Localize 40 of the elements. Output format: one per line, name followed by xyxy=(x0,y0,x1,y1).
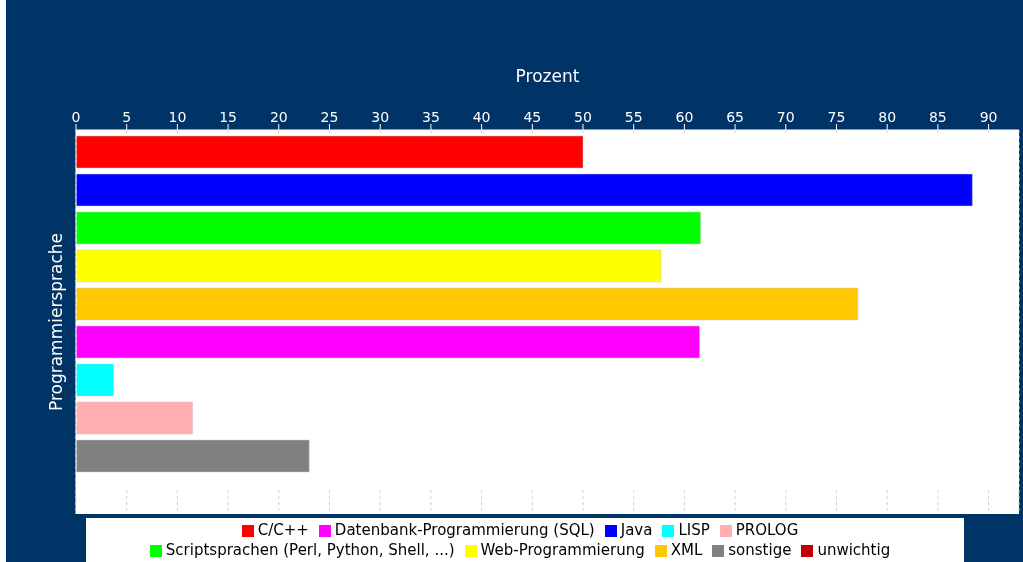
x-tick-label: 70 xyxy=(776,109,795,125)
bar xyxy=(76,287,859,321)
legend-label: PROLOG xyxy=(735,521,799,539)
legend-label: Java xyxy=(620,521,653,539)
legend-label: Datenbank-Programmierung (SQL) xyxy=(334,521,595,539)
x-tick-label: 35 xyxy=(421,109,440,125)
x-tick-label: 15 xyxy=(219,109,238,125)
x-tick-label: 20 xyxy=(269,109,288,125)
x-tick-label: 40 xyxy=(472,109,491,125)
x-tick-label: 85 xyxy=(928,109,947,125)
bar xyxy=(76,439,310,473)
legend-label: Scriptsprachen (Perl, Python, Shell, ...) xyxy=(165,541,455,559)
x-tick-label: 25 xyxy=(320,109,339,125)
bar xyxy=(76,173,973,207)
x-tick-label: 0 xyxy=(71,109,81,125)
x-tick-label: 30 xyxy=(371,109,390,125)
bar xyxy=(76,363,114,397)
x-tick-label: 60 xyxy=(675,109,694,125)
x-tick-label: 10 xyxy=(168,109,187,125)
legend-label: Web-Programmierung xyxy=(480,541,645,559)
legend-label: unwichtig xyxy=(817,541,891,559)
legend-label: LISP xyxy=(678,521,710,539)
bar xyxy=(76,249,662,283)
legend-label: XML xyxy=(670,541,703,559)
legend-label: sonstige xyxy=(728,541,792,559)
bar xyxy=(76,325,700,359)
y-axis-title: Programmiersprache xyxy=(46,232,67,412)
x-tick-label: 80 xyxy=(878,109,897,125)
x-tick-label: 90 xyxy=(979,109,998,125)
bar xyxy=(76,135,584,169)
bar xyxy=(76,211,701,245)
x-tick-label: 50 xyxy=(574,109,592,125)
x-tick-label: 5 xyxy=(122,109,132,125)
x-tick-label: 65 xyxy=(726,109,744,125)
x-axis-title: Prozent xyxy=(515,66,580,87)
x-tick-label: 55 xyxy=(624,109,643,125)
x-tick-label: 75 xyxy=(827,109,846,125)
bar xyxy=(76,401,193,435)
legend-label: C/C++ xyxy=(257,521,309,539)
x-tick-label: 45 xyxy=(523,109,542,125)
